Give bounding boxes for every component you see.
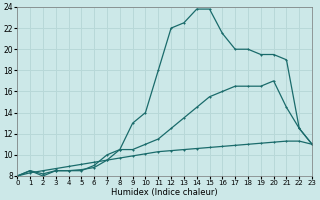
- X-axis label: Humidex (Indice chaleur): Humidex (Indice chaleur): [111, 188, 218, 197]
